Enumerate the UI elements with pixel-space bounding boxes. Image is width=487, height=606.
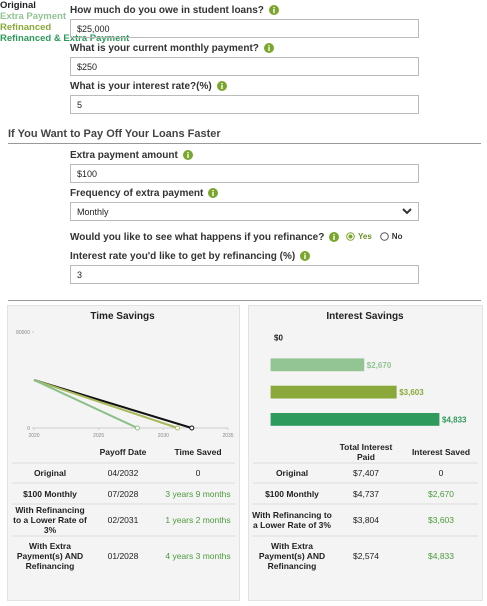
- label-text: Extra payment amount: [70, 149, 178, 161]
- row-label: $100 Monthly: [23, 488, 77, 499]
- y-tick-label: 80000: [16, 330, 30, 336]
- text-input[interactable]: $25,000: [70, 19, 419, 38]
- row-label: Original: [275, 468, 309, 478]
- field-label: What is your current monthly payment?: [70, 41, 274, 55]
- cell-value: 1 years 2 months: [165, 515, 231, 525]
- row-label: With Refinancing to a Lower Rate of 3%: [252, 510, 332, 530]
- label-text: Frequency of extra payment: [70, 187, 204, 199]
- value-label: $3,603: [399, 388, 424, 397]
- radio-dot: [348, 234, 353, 239]
- radio: [379, 232, 389, 241]
- row-label: With Extra Payment(s) AND Refinancing: [16, 541, 84, 571]
- cell-value: 07/2028: [107, 488, 139, 499]
- info-icon[interactable]: [300, 251, 311, 261]
- info-icon[interactable]: [268, 5, 279, 15]
- cell-value: $2,574: [353, 551, 379, 561]
- cell-value: 4 years 3 months: [165, 551, 231, 561]
- cell-value: 3 years 9 months: [165, 488, 231, 499]
- info-icon[interactable]: [182, 150, 193, 160]
- panel-title: Interest Savings: [326, 311, 404, 322]
- cell-value: 0: [195, 468, 201, 478]
- value-label: $2,670: [367, 361, 392, 370]
- field-label: Extra payment amount: [70, 148, 193, 162]
- radio-option[interactable]: No: [379, 232, 403, 241]
- info-icon[interactable]: [263, 43, 274, 53]
- cell-value: 04/2032: [107, 468, 139, 478]
- text-input[interactable]: $250: [70, 57, 419, 76]
- column-header: Total Interest Paid: [339, 442, 393, 462]
- info-icon[interactable]: [329, 232, 340, 242]
- line: [33, 379, 138, 429]
- field-label: Interest rate you'd like to get by refin…: [70, 249, 311, 263]
- info-icon[interactable]: [208, 188, 219, 198]
- radio-option[interactable]: Yes: [346, 232, 372, 241]
- row-label: With Refinancing to a Lower Rate of 3%: [13, 505, 87, 535]
- row-label: Original: [33, 468, 67, 478]
- x-tick-label: 2025: [93, 433, 104, 439]
- label-text: What is your interest rate?(%): [70, 80, 212, 92]
- text-input[interactable]: $100: [70, 164, 419, 183]
- text-input[interactable]: 5: [70, 95, 419, 114]
- bar: [270, 412, 440, 426]
- end-point: [134, 425, 140, 431]
- bar-label: Extra Payment: [0, 11, 67, 22]
- field-label: What is your interest rate?(%): [70, 79, 227, 93]
- select-value: Monthly: [77, 206, 109, 217]
- column-header: Payoff Date: [99, 447, 147, 457]
- end-point: [189, 425, 195, 431]
- end-point: [175, 425, 181, 431]
- bar-label: Refinanced & Extra Payment: [0, 33, 130, 44]
- label-text: What is your current monthly payment?: [70, 42, 259, 54]
- cell-value: $7,407: [353, 468, 379, 478]
- label-text: How much do you owe in student loans?: [70, 4, 264, 16]
- label-text: Would you like to see what happens if yo…: [70, 231, 325, 243]
- value-label: $0: [274, 334, 283, 343]
- cell-value: $4,833: [428, 551, 454, 561]
- divider: [8, 143, 481, 144]
- x-tick-label: 2020: [28, 433, 39, 439]
- info-icon[interactable]: [216, 81, 227, 91]
- line: [33, 379, 178, 429]
- row-label: $100 Monthly: [265, 488, 319, 499]
- cell-value: 0: [438, 468, 444, 478]
- bar: [270, 358, 365, 372]
- cell-value: 02/2031: [107, 515, 139, 525]
- cell-value: $2,670: [428, 488, 454, 499]
- cell-value: 01/2028: [107, 551, 139, 561]
- select[interactable]: Monthly: [70, 202, 419, 221]
- radio-label: Yes: [358, 232, 372, 241]
- cell-value: $4,737: [353, 488, 379, 499]
- bar: [270, 385, 397, 399]
- text-input[interactable]: 3: [70, 265, 419, 284]
- panel-title: Time Savings: [90, 311, 155, 322]
- radio-label: No: [391, 232, 403, 241]
- chevron: [402, 208, 412, 215]
- label-text: Interest rate you'd like to get by refin…: [70, 250, 296, 262]
- radio-group: Yes No: [346, 232, 402, 241]
- bar-label: Original: [0, 0, 36, 11]
- interest-panel: [248, 305, 483, 601]
- column-header: Interest Saved: [411, 447, 471, 457]
- cell-value: $3,804: [353, 515, 379, 525]
- column-header: Time Saved: [174, 447, 222, 457]
- x-tick-label: 2035: [222, 433, 233, 439]
- x-tick-label: 2030: [158, 433, 169, 439]
- y-tick-label: 0: [27, 426, 30, 432]
- radio-ring: [379, 232, 389, 241]
- time-panel: [7, 305, 240, 601]
- radio: [346, 232, 355, 241]
- field-label: How much do you owe in student loans?: [70, 3, 279, 17]
- divider: [8, 300, 481, 301]
- value-label: $4,833: [442, 415, 467, 424]
- section-title: If You Want to Pay Off Your Loans Faster: [8, 128, 221, 140]
- field-label: Would you like to see what happens if yo…: [70, 230, 340, 244]
- cell-value: $3,603: [428, 515, 454, 525]
- row-label: With Extra Payment(s) AND Refinancing: [258, 541, 326, 571]
- field-label: Frequency of extra payment: [70, 186, 219, 200]
- bar-label: Refinanced: [0, 22, 52, 33]
